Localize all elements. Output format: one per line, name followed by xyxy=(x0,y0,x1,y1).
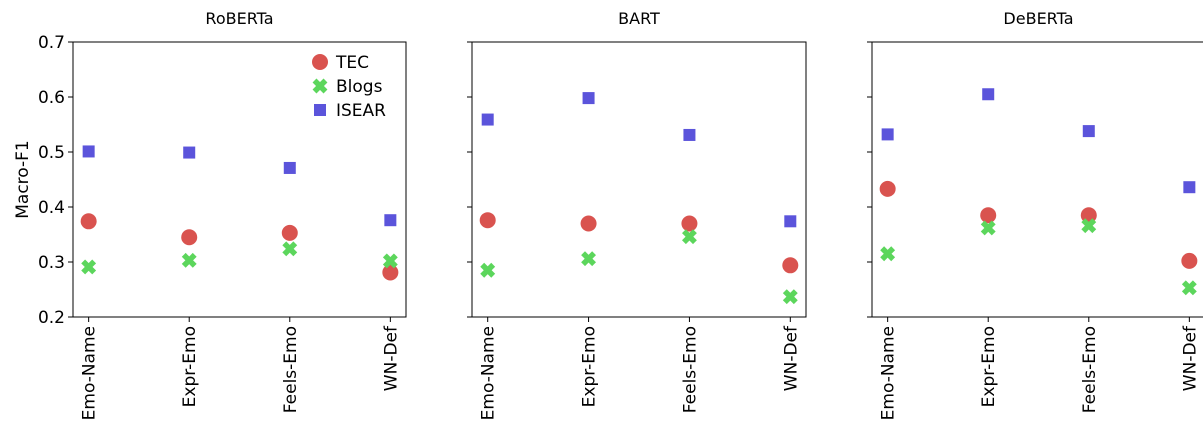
point-blogs xyxy=(1181,280,1197,296)
point-blogs xyxy=(81,259,97,275)
point-blogs xyxy=(181,252,197,268)
x-tick-label: Feels-Emo xyxy=(281,326,301,413)
legend-label: TEC xyxy=(335,53,369,73)
y-tick-label: 0.6 xyxy=(38,88,65,108)
cross-stroke xyxy=(480,262,496,278)
point-blogs xyxy=(782,289,798,305)
x-tick-label: WN-Def xyxy=(781,325,801,391)
point-blogs xyxy=(880,246,896,262)
panel-title: DeBERTa xyxy=(1003,9,1073,28)
point-tec xyxy=(879,180,896,197)
point-isear xyxy=(784,215,797,228)
point-isear xyxy=(283,161,296,174)
cross-stroke xyxy=(282,241,298,257)
x-tick-label: Emo-Name xyxy=(479,326,499,420)
point-tec xyxy=(281,224,298,241)
panel-roberta: RoBERTa 0.2 0.3 0.4 0.5 0.6 0.7 Emo-Name Expr-Em… xyxy=(38,9,407,420)
point-tec xyxy=(681,215,698,232)
legend-label: ISEAR xyxy=(336,101,386,121)
point-isear xyxy=(582,92,595,105)
cross-stroke xyxy=(382,253,398,269)
cross-stroke xyxy=(312,78,328,94)
panel-title: RoBERTa xyxy=(205,9,273,28)
cross-stroke xyxy=(681,229,697,245)
point-blogs xyxy=(1081,218,1097,234)
point-isear xyxy=(82,145,95,158)
x-tick-label: WN-Def xyxy=(1180,325,1200,391)
y-tick-label: 0.3 xyxy=(38,253,65,273)
point-isear xyxy=(982,88,995,101)
point-tec xyxy=(580,215,597,232)
point-blogs xyxy=(681,229,697,245)
cross-stroke xyxy=(880,246,896,262)
point-isear xyxy=(384,214,397,227)
point-tec xyxy=(980,207,997,224)
cross-stroke xyxy=(980,220,996,236)
x-tick-label: Expr-Emo xyxy=(580,326,600,407)
legend-marker-tec xyxy=(312,54,328,70)
point-isear xyxy=(881,128,894,141)
point-blogs xyxy=(480,262,496,278)
cross-stroke xyxy=(1181,280,1197,296)
panel-deberta: DeBERTa Emo-Name Expr-Emo Feels-Emo WN-Def xyxy=(867,9,1203,420)
x-tick-label: Expr-Emo xyxy=(180,326,200,407)
y-tick-label: 0.2 xyxy=(38,308,65,328)
point-blogs xyxy=(382,253,398,269)
x-tick-label: Feels-Emo xyxy=(1080,326,1100,413)
point-tec xyxy=(181,229,198,246)
cross-stroke xyxy=(1081,218,1097,234)
point-isear xyxy=(1082,125,1095,138)
x-tick-label: Emo-Name xyxy=(80,326,100,420)
plot-frame xyxy=(471,41,807,318)
point-blogs xyxy=(282,241,298,257)
x-tick-label: Feels-Emo xyxy=(680,326,700,413)
legend-marker-isear xyxy=(314,104,326,116)
y-tick-label: 0.5 xyxy=(38,143,65,163)
point-tec xyxy=(80,213,97,230)
plot-frame xyxy=(72,41,407,318)
cross-stroke xyxy=(181,252,197,268)
cross-stroke xyxy=(581,251,597,267)
legend: TEC Blogs ISEAR xyxy=(312,53,386,121)
y-axis-label: Macro-F1 xyxy=(13,140,33,219)
legend-marker-blogs xyxy=(312,78,328,94)
point-isear xyxy=(1183,181,1196,194)
panel-bart: BART Emo-Name Expr-Emo Feels-Emo WN-Def xyxy=(467,9,807,420)
point-tec xyxy=(1181,252,1198,269)
point-isear xyxy=(683,128,696,141)
legend-label: Blogs xyxy=(336,77,383,97)
cross-stroke xyxy=(81,259,97,275)
cross-stroke xyxy=(782,289,798,305)
y-tick-label: 0.4 xyxy=(38,198,65,218)
point-tec xyxy=(382,264,399,281)
panel-title: BART xyxy=(618,9,660,28)
point-isear xyxy=(481,113,494,126)
point-isear xyxy=(183,146,196,159)
x-tick-label: Expr-Emo xyxy=(979,326,999,407)
y-tick-label: 0.7 xyxy=(38,33,65,53)
point-blogs xyxy=(980,220,996,236)
x-tick-label: Emo-Name xyxy=(879,326,899,420)
point-tec xyxy=(479,212,496,229)
x-tick-label: WN-Def xyxy=(381,325,401,391)
point-tec xyxy=(782,257,799,274)
plot-frame xyxy=(871,41,1203,318)
point-blogs xyxy=(581,251,597,267)
